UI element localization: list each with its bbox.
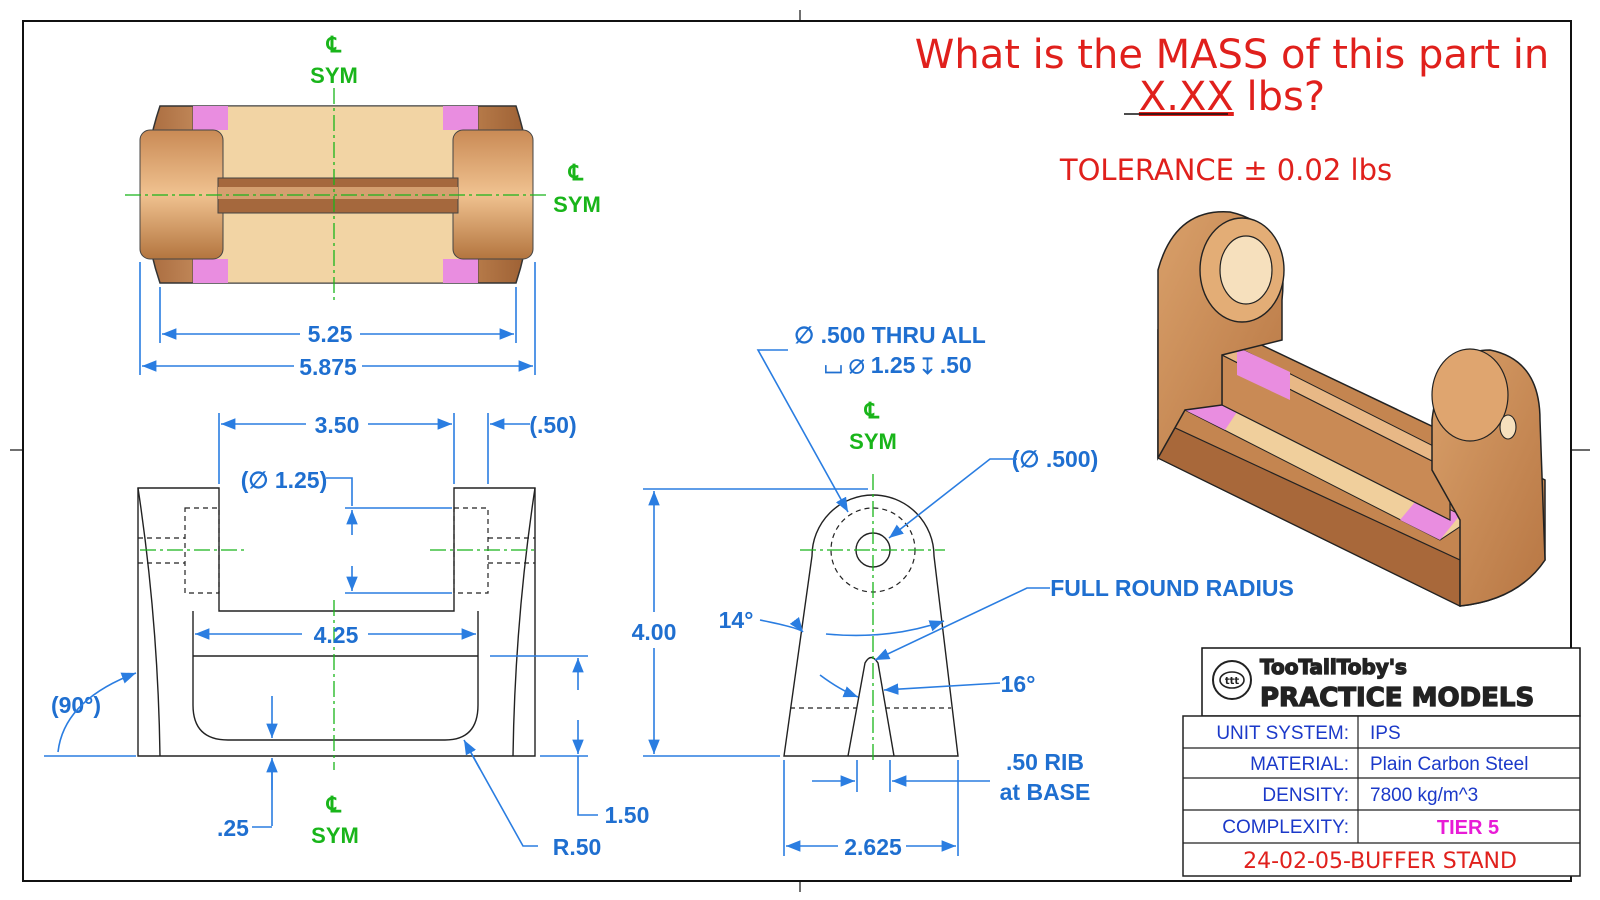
- tb-label-density: DENSITY:: [1262, 785, 1349, 806]
- front-view-draft-left: [137, 487, 161, 757]
- question-unit-placeholder: X.XX: [1139, 74, 1234, 120]
- iso-pink-rib: [1237, 347, 1290, 400]
- title-block-table: [1182, 715, 1581, 877]
- front-dim-inner-width: 4.25: [314, 622, 359, 648]
- side-hole-callout-2: ⌴ ∅ 1.25 ↧ .50: [824, 352, 971, 378]
- iso-end-right-hole: [1499, 414, 1517, 440]
- tolerance-text: TOLERANCE ± 0.02 lbs: [1059, 153, 1392, 187]
- side-dim-hole-ref: (∅ .500): [1012, 446, 1099, 472]
- tb-label-material: MATERIAL:: [1250, 754, 1349, 775]
- question-line2: X.XX lbs?: [1139, 74, 1325, 120]
- side-angle-16-arc: [819, 674, 859, 698]
- tb-drawing-number: 24-02-05-BUFFER STAND: [1243, 849, 1517, 874]
- tb-label-unit-system: UNIT SYSTEM:: [1216, 723, 1349, 744]
- front-cl-sym: SYM: [311, 823, 359, 848]
- side-hole-callout-leader: [756, 349, 849, 513]
- front-dim-r50-leader: [464, 741, 538, 847]
- front-dim-floor: .25: [217, 815, 249, 841]
- side-dim-hole-ref-leader: [888, 458, 1017, 539]
- question-line1: What is the MASS of this part in: [915, 32, 1549, 78]
- side-view: [783, 474, 959, 762]
- brand-logo-inner: [1219, 671, 1245, 689]
- tb-value-density: 7800 kg/m^3: [1370, 785, 1478, 806]
- front-view-draft-right: [512, 487, 536, 757]
- front-dim-r50-arrow: [463, 739, 481, 770]
- top-view-pink-left-bot: [193, 259, 228, 283]
- tb-value-unit-system: IPS: [1370, 723, 1401, 744]
- brand-line2: PRACTICE MODELS: [1260, 683, 1534, 713]
- iso-pink-right: [1400, 496, 1460, 540]
- side-angle-14: 14°: [719, 607, 754, 633]
- side-cl-sym: SYM: [849, 429, 897, 454]
- side-dim-base: 2.625: [844, 834, 902, 860]
- sheet-border: [22, 20, 1572, 882]
- top-cl-sym: SYM: [310, 63, 358, 88]
- front-dim-tab: (.50): [529, 412, 576, 438]
- side-view-outline: [783, 494, 959, 757]
- front-dim-hole-leader: [326, 477, 353, 506]
- side-angle-16-leader: [883, 682, 1001, 695]
- title-block: ttt TooTallToby's PRACTICE MODELS UNIT S…: [1182, 647, 1581, 877]
- front-dim-hole: (∅ 1.25): [241, 467, 328, 493]
- tb-value-complexity: TIER 5: [1437, 817, 1499, 839]
- side-dim-height: 4.00: [632, 619, 677, 645]
- front-view: [137, 487, 536, 770]
- top-view-pink-right-bot: [443, 259, 478, 283]
- top-view-rib-highlight: [218, 187, 458, 199]
- front-dim-radius: R.50: [553, 834, 602, 860]
- front-angle-arc: [57, 672, 137, 753]
- brand-line1: TooTallToby's: [1260, 655, 1407, 679]
- side-cl-symbol-top: ℄: [568, 160, 584, 185]
- side-angle-16: 16°: [1001, 671, 1036, 697]
- iso-view: [1157, 211, 1546, 607]
- front-view-inner-u: [192, 611, 479, 741]
- iso-end-right-boss: [1431, 348, 1509, 442]
- side-full-round: FULL ROUND RADIUS: [1050, 575, 1294, 601]
- side-full-round-leader: [874, 587, 1050, 661]
- top-view-pink-left-top: [193, 106, 228, 130]
- front-dim-150-leader: [577, 756, 598, 816]
- front-view-hidden-cbore-left: [184, 507, 220, 594]
- tb-value-material: Plain Carbon Steel: [1370, 754, 1528, 775]
- top-dim-inner: 5.25: [308, 321, 353, 347]
- front-cl-symbol: ℄: [326, 792, 342, 817]
- side-cl-symbol: ℄: [864, 398, 880, 423]
- side-hole-callout-1: ∅ .500 THRU ALL: [794, 322, 986, 348]
- front-dim-top-span: 3.50: [315, 412, 360, 438]
- side-rib-line1: .50 RIB: [1006, 749, 1084, 775]
- top-view: [125, 88, 548, 302]
- brand-logo-text: ttt: [1225, 676, 1240, 687]
- top-cl-symbol: ℄: [326, 32, 342, 57]
- title-block-brand-frame: [1201, 647, 1581, 717]
- side-view-slot: [847, 656, 895, 757]
- front-dim-height: 1.50: [605, 802, 650, 828]
- brand-logo: [1212, 660, 1252, 700]
- top-view-pink-right-top: [443, 106, 478, 130]
- side-cl-sym-top: SYM: [553, 192, 601, 217]
- side-angle-14-arc2: [825, 620, 945, 637]
- top-dim-outer: 5.875: [299, 354, 357, 380]
- side-angle-14-arc: [759, 617, 804, 633]
- iso-end-left-hole: [1219, 235, 1273, 305]
- side-rib-line2: at BASE: [1000, 779, 1091, 805]
- question-unit-suffix: lbs?: [1234, 74, 1325, 120]
- tb-label-complexity: COMPLEXITY:: [1222, 817, 1349, 838]
